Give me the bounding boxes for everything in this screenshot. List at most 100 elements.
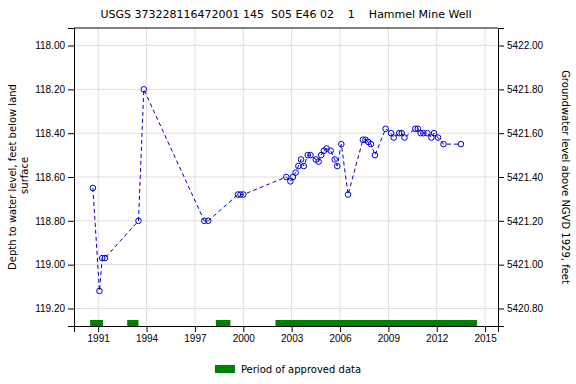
- data-point: [435, 135, 441, 141]
- tick-label: 2012: [426, 333, 449, 344]
- data-point: [402, 135, 408, 141]
- tick-label: 5421.20: [507, 216, 544, 227]
- tick-label: 118.40: [35, 128, 65, 139]
- tick-mark: [485, 326, 486, 332]
- data-point: [296, 163, 302, 169]
- data-point: [298, 157, 304, 163]
- grid-line-y: [74, 264, 498, 265]
- data-point: [458, 141, 464, 147]
- tick-label: 118.20: [35, 84, 65, 95]
- tick: 2009: [378, 326, 401, 344]
- data-point: [90, 185, 96, 191]
- tick-label: 119.20: [35, 303, 65, 314]
- data-point: [141, 87, 147, 93]
- data-point: [441, 141, 447, 147]
- tick-mark: [68, 265, 74, 266]
- legend-label: Period of approved data: [241, 364, 361, 375]
- tick-label: 5421.00: [507, 259, 544, 270]
- title: USGS 373228116472001 145 S05 E46 02 1 Ha…: [100, 8, 471, 21]
- tick-label: 2006: [329, 333, 352, 344]
- data-point: [372, 152, 378, 158]
- tick-label: 1991: [88, 333, 111, 344]
- tick-label: 118.60: [35, 172, 65, 183]
- data-point: [102, 255, 108, 261]
- tick-mark: [68, 133, 74, 134]
- tick: 2003: [281, 326, 304, 344]
- data-point: [308, 152, 314, 158]
- tick-label: 5421.80: [507, 84, 544, 95]
- data-point: [334, 163, 340, 169]
- tick-label: 1994: [136, 333, 159, 344]
- tick: 5422.00: [498, 40, 544, 51]
- data-point: [316, 159, 322, 165]
- data-point: [97, 288, 103, 294]
- grid: [74, 28, 498, 326]
- grid-line-y: [74, 45, 498, 46]
- tick: 118.20: [35, 84, 74, 95]
- tick-mark: [68, 308, 74, 309]
- tick: 118.80: [35, 216, 74, 227]
- tick-label: 118.80: [35, 216, 65, 227]
- tick: 5421.80: [498, 84, 544, 95]
- y2-axis-label: Groundwater level above NGVD 1929, feet: [560, 70, 571, 284]
- tick: 2012: [426, 326, 449, 344]
- tick: 5421.60: [498, 128, 544, 139]
- tick: 119.20: [35, 303, 74, 314]
- tick-mark: [68, 89, 74, 90]
- tick-mark: [388, 326, 389, 332]
- tick-mark: [498, 265, 504, 266]
- tick-label: 119.00: [35, 259, 65, 270]
- data-point: [391, 135, 397, 141]
- data-point: [293, 170, 299, 176]
- tick-mark: [498, 133, 504, 134]
- y-axis-label-line: surface: [19, 157, 30, 197]
- marks: [90, 87, 477, 326]
- axis-line: [68, 29, 75, 327]
- tick-mark: [68, 221, 74, 222]
- data-point: [136, 218, 142, 224]
- data-point: [383, 126, 389, 132]
- tick: 118.00: [35, 40, 74, 51]
- tick: 1997: [184, 326, 207, 344]
- axis: 5422.00 5421.80 5421.60 5421.40 5421.20 5421.…: [498, 29, 544, 327]
- tick: 1991: [88, 326, 111, 344]
- tick-mark: [68, 177, 74, 178]
- tick-label: 2003: [281, 333, 304, 344]
- tick-mark: [243, 326, 244, 332]
- data-line: [93, 89, 461, 291]
- tick: 5421.00: [498, 259, 544, 270]
- tick-label: 5421.40: [507, 172, 544, 183]
- grid-line-y: [74, 308, 498, 309]
- tick-label: 2015: [474, 333, 497, 344]
- data-point: [205, 218, 211, 224]
- data-point: [332, 157, 338, 163]
- approved-span: [90, 320, 103, 326]
- tick-label: 2009: [378, 333, 401, 344]
- tick: 2000: [233, 326, 256, 344]
- approved-span: [276, 320, 478, 326]
- tick-label: 2000: [233, 333, 256, 344]
- frame-top: [74, 28, 498, 29]
- approved-span: [127, 320, 138, 326]
- axis: 1991 1994 1997 2000 2003 2006 2009 2012 2015: [75, 326, 499, 344]
- tick-label: 5420.80: [507, 303, 544, 314]
- tick-mark: [498, 46, 504, 47]
- tick-label: 5421.60: [507, 128, 544, 139]
- tick: 2006: [329, 326, 352, 344]
- tick-mark: [68, 46, 74, 47]
- tick-mark: [292, 326, 293, 332]
- data-point: [328, 148, 334, 154]
- plot: 1991 1994 1997 2000 2003 2006 2009 2012 2015 118.…: [35, 28, 543, 344]
- legend-swatch: [215, 365, 235, 373]
- legend-item: Period of approved data: [215, 364, 361, 375]
- tick-mark: [147, 326, 148, 332]
- tick-mark: [437, 326, 438, 332]
- data-point: [368, 141, 374, 147]
- tick: 118.40: [35, 128, 74, 139]
- tick-mark: [498, 89, 504, 90]
- tick-mark: [498, 221, 504, 222]
- data-point: [345, 192, 351, 198]
- tick: 5421.40: [498, 172, 544, 183]
- approved-span: [216, 320, 231, 326]
- legend: Period of approved data: [215, 364, 361, 375]
